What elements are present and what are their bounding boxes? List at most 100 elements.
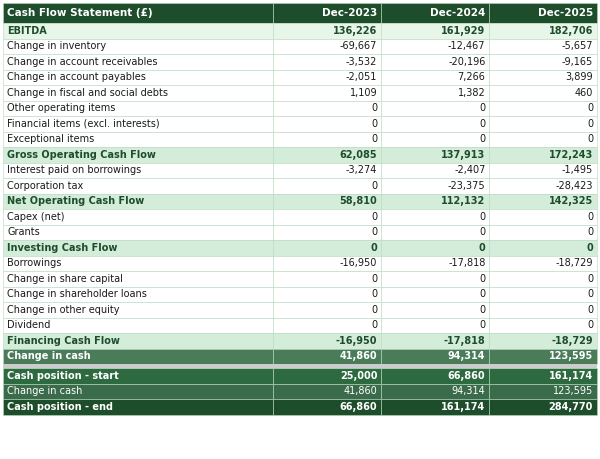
Text: -16,950: -16,950 bbox=[336, 336, 377, 346]
Text: -28,423: -28,423 bbox=[556, 181, 593, 191]
Bar bbox=[382, 399, 490, 414]
Bar bbox=[490, 178, 597, 194]
Text: -5,657: -5,657 bbox=[562, 41, 593, 51]
Bar bbox=[273, 131, 382, 147]
Bar bbox=[3, 240, 273, 256]
Text: Change in cash: Change in cash bbox=[7, 351, 91, 361]
Text: -17,818: -17,818 bbox=[444, 336, 485, 346]
Bar bbox=[273, 240, 382, 256]
Bar bbox=[382, 368, 490, 384]
Text: EBITDA: EBITDA bbox=[7, 26, 47, 36]
Text: 1,382: 1,382 bbox=[458, 88, 485, 98]
Text: 0: 0 bbox=[479, 119, 485, 129]
Bar bbox=[273, 101, 382, 116]
Text: 62,085: 62,085 bbox=[340, 150, 377, 160]
Text: 41,860: 41,860 bbox=[344, 386, 377, 396]
Bar bbox=[3, 194, 273, 209]
Text: 136,226: 136,226 bbox=[333, 26, 377, 36]
Text: Change in share capital: Change in share capital bbox=[7, 274, 123, 284]
Bar bbox=[382, 162, 490, 178]
Text: 0: 0 bbox=[371, 227, 377, 237]
Bar bbox=[382, 240, 490, 256]
Bar bbox=[273, 39, 382, 54]
Text: 0: 0 bbox=[371, 181, 377, 191]
Bar bbox=[3, 23, 273, 39]
Text: 0: 0 bbox=[587, 119, 593, 129]
Text: 161,174: 161,174 bbox=[549, 371, 593, 381]
Bar bbox=[490, 286, 597, 302]
Text: 1,109: 1,109 bbox=[350, 88, 377, 98]
Text: 137,913: 137,913 bbox=[441, 150, 485, 160]
Text: 161,929: 161,929 bbox=[441, 26, 485, 36]
Bar bbox=[382, 194, 490, 209]
Text: 172,243: 172,243 bbox=[549, 150, 593, 160]
Bar bbox=[273, 54, 382, 69]
Text: 3,899: 3,899 bbox=[565, 72, 593, 82]
Bar bbox=[490, 318, 597, 333]
Bar bbox=[273, 69, 382, 85]
Text: 123,595: 123,595 bbox=[553, 386, 593, 396]
Text: -2,407: -2,407 bbox=[454, 165, 485, 175]
Text: Financial items (excl. interests): Financial items (excl. interests) bbox=[7, 119, 160, 129]
Bar bbox=[273, 147, 382, 162]
Text: 0: 0 bbox=[371, 305, 377, 315]
Text: 0: 0 bbox=[587, 274, 593, 284]
Bar bbox=[382, 178, 490, 194]
Text: 25,000: 25,000 bbox=[340, 371, 377, 381]
Text: 58,810: 58,810 bbox=[340, 196, 377, 206]
Text: 0: 0 bbox=[371, 103, 377, 113]
Text: 94,314: 94,314 bbox=[448, 351, 485, 361]
Bar bbox=[3, 256, 273, 271]
Text: -1,495: -1,495 bbox=[562, 165, 593, 175]
Text: -9,165: -9,165 bbox=[562, 57, 593, 67]
Bar bbox=[382, 131, 490, 147]
Text: 7,266: 7,266 bbox=[458, 72, 485, 82]
Text: -3,274: -3,274 bbox=[346, 165, 377, 175]
Bar bbox=[3, 364, 597, 368]
Bar bbox=[490, 101, 597, 116]
Bar bbox=[382, 209, 490, 224]
Text: 161,174: 161,174 bbox=[441, 402, 485, 412]
Bar bbox=[382, 318, 490, 333]
Text: 182,706: 182,706 bbox=[548, 26, 593, 36]
Bar bbox=[273, 348, 382, 364]
Bar bbox=[3, 147, 273, 162]
Bar bbox=[490, 131, 597, 147]
Text: 0: 0 bbox=[479, 243, 485, 253]
Bar bbox=[490, 23, 597, 39]
Text: Interest paid on borrowings: Interest paid on borrowings bbox=[7, 165, 141, 175]
Bar bbox=[490, 85, 597, 101]
Bar bbox=[490, 116, 597, 131]
Bar bbox=[3, 131, 273, 147]
Bar bbox=[490, 333, 597, 348]
Text: Borrowings: Borrowings bbox=[7, 258, 61, 268]
Bar bbox=[273, 318, 382, 333]
Bar bbox=[273, 302, 382, 318]
Text: 123,595: 123,595 bbox=[549, 351, 593, 361]
Bar bbox=[273, 162, 382, 178]
Bar bbox=[382, 256, 490, 271]
Text: -16,950: -16,950 bbox=[340, 258, 377, 268]
Bar bbox=[3, 224, 273, 240]
Text: 0: 0 bbox=[479, 305, 485, 315]
Bar bbox=[490, 69, 597, 85]
Bar bbox=[382, 348, 490, 364]
Bar bbox=[382, 147, 490, 162]
Bar bbox=[273, 116, 382, 131]
Text: 142,325: 142,325 bbox=[549, 196, 593, 206]
Text: -2,051: -2,051 bbox=[346, 72, 377, 82]
Text: Corporation tax: Corporation tax bbox=[7, 181, 83, 191]
Text: 0: 0 bbox=[587, 320, 593, 330]
Text: Dividend: Dividend bbox=[7, 320, 50, 330]
Text: Gross Operating Cash Flow: Gross Operating Cash Flow bbox=[7, 150, 156, 160]
Text: 0: 0 bbox=[587, 212, 593, 222]
Text: Cash position - start: Cash position - start bbox=[7, 371, 119, 381]
Text: 0: 0 bbox=[587, 227, 593, 237]
Bar bbox=[490, 194, 597, 209]
Text: Change in fiscal and social debts: Change in fiscal and social debts bbox=[7, 88, 168, 98]
Text: Dec-2024: Dec-2024 bbox=[430, 8, 485, 18]
Bar bbox=[3, 69, 273, 85]
Text: 0: 0 bbox=[587, 103, 593, 113]
Text: Change in account receivables: Change in account receivables bbox=[7, 57, 157, 67]
Text: 0: 0 bbox=[371, 289, 377, 299]
